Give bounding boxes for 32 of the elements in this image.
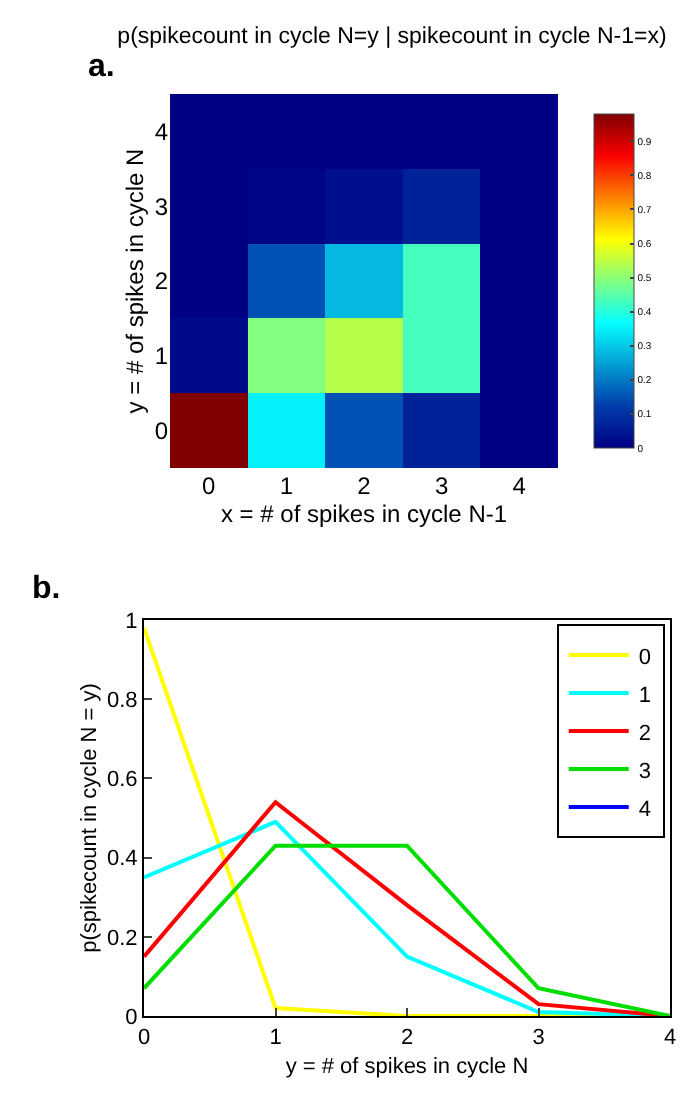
y-tick-label: 3 [154,192,169,221]
y-axis-title: y = # of spikes in cycle N [121,148,150,414]
y-tick-label: 1 [125,609,138,634]
x-tick-label: 2 [400,1026,414,1051]
y-axis-title: p(spikecount in cycle N = y) [78,683,103,953]
chart-title: p(spikecount in cycle N=y | spikecount in cycle N-1=x) [117,25,667,50]
y-tick-label: 1 [154,342,169,371]
x-axis-title: x = # of spikes in cycle N-1 [220,500,508,528]
legend-label: 0 [638,645,651,670]
legend-label: 2 [638,721,651,746]
y-tick-label: 0.2 [107,926,138,951]
y-tick-label: 0 [154,417,169,445]
text: b. [32,572,61,606]
x-tick-label: 3 [434,472,449,500]
legend-label: 4 [638,797,651,822]
x-tick-label: 4 [512,472,527,500]
legend-label: 3 [638,759,651,784]
x-tick-label: 2 [357,472,372,500]
y-tick-label: 2 [154,267,169,296]
x-axis-title: y = # of spikes in cycle N [285,1054,529,1079]
y-tick-label: 0.8 [107,688,138,713]
y-tick-label: 0.4 [107,847,138,872]
y-tick-label: 4 [154,117,169,146]
y-tick-label: 0 [125,1005,138,1030]
x-tick-label: 4 [663,1026,677,1051]
text: a. [88,50,115,84]
x-tick-label: 3 [532,1026,545,1051]
x-tick-label: 1 [269,1026,282,1051]
legend-label: 1 [638,683,651,708]
x-tick-label: 0 [202,472,217,500]
x-tick-label: 1 [279,472,294,500]
y-tick-label: 0.6 [107,768,138,793]
